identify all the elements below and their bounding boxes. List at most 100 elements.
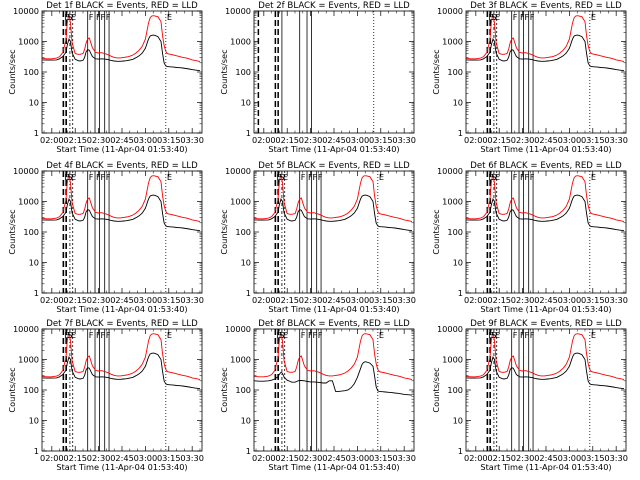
event-marker-label: S [67, 330, 72, 340]
y-tick-label: 1000 [230, 355, 251, 365]
event-marker-label: E [64, 330, 69, 340]
x-axis-label: Start Time (11-Apr-04 01:53:40) [268, 462, 399, 472]
event-marker-label: E [71, 12, 76, 22]
y-tick-label: 10000 [225, 166, 251, 176]
y-axis-label: Counts/sec [219, 49, 229, 94]
panel-title: Det 1f BLACK = Events, RED = LLD [46, 1, 198, 11]
panel-9: Det 9f BLACK = Events, RED = LLD 1 10 100 10… [431, 319, 628, 472]
event-marker-label: S [279, 330, 284, 340]
panel-5: Det 5f BLACK = Events, RED = LLD 1 10 100 10… [219, 161, 416, 314]
y-tick-label: 1000 [18, 355, 39, 365]
y-tick-label: 100 [235, 67, 251, 77]
y-tick-label: 1 [34, 446, 39, 456]
y-tick-label: 1 [34, 288, 39, 298]
y-axis-label: Counts/sec [219, 209, 229, 254]
x-tick-label: 02:30 [87, 453, 111, 463]
x-tick-label: 02:45 [322, 135, 346, 145]
y-tick-label: 10 [453, 98, 463, 108]
y-tick-label: 100 [235, 385, 251, 395]
y-tick-label: 1 [458, 446, 463, 456]
x-axis-label: Start Time (11-Apr-04 01:53:40) [56, 304, 187, 314]
x-tick-label: 03:30 [392, 295, 416, 305]
x-tick-label: 03:00 [558, 135, 582, 145]
x-tick-label: 02:30 [87, 135, 111, 145]
event-marker-label: F [96, 172, 101, 182]
series-line-events [42, 352, 201, 390]
panel-6: Det 6f BLACK = Events, RED = LLD 1 10 100 10… [431, 161, 628, 314]
x-axis-label: Start Time (11-Apr-04 01:53:40) [268, 304, 399, 314]
event-marker-label: F [318, 330, 323, 340]
series-line-events [254, 361, 413, 396]
x-axis-label: Start Time (11-Apr-04 01:53:40) [268, 144, 399, 154]
x-tick-label: 03:15 [581, 453, 605, 463]
y-tick-label: 100 [447, 385, 463, 395]
y-tick-label: 1 [458, 288, 463, 298]
x-tick-label: 03:15 [157, 453, 181, 463]
y-tick-label: 10000 [225, 6, 251, 16]
event-marker-label: E [591, 12, 596, 22]
series-line-lld [42, 331, 201, 381]
x-tick-label: 03:30 [604, 453, 628, 463]
event-marker-label: F [520, 330, 525, 340]
y-tick-label: 1000 [230, 197, 251, 207]
event-marker-label: F [301, 330, 306, 340]
x-tick-label: 02:15 [487, 135, 511, 145]
event-marker-label: E [591, 330, 596, 340]
series-line-events [466, 194, 625, 232]
event-marker-label: F [513, 12, 518, 22]
series-line-lld [254, 331, 413, 381]
x-tick-label: 03:30 [604, 295, 628, 305]
event-marker-label: F [308, 330, 313, 340]
y-tick-label: 10 [241, 258, 251, 268]
event-marker-label: E [71, 172, 76, 182]
event-marker-label: F [89, 172, 94, 182]
x-tick-label: 03:00 [134, 453, 158, 463]
event-marker-label: F [520, 12, 525, 22]
plot-area [257, 11, 375, 133]
event-marker-label: E [64, 172, 69, 182]
y-tick-label: 1000 [442, 197, 463, 207]
y-axis-label: Counts/sec [7, 49, 17, 94]
event-marker-label: S [491, 330, 496, 340]
event-marker-label: E [495, 12, 500, 22]
series-line-lld [466, 331, 625, 381]
event-marker-label: E [276, 172, 281, 182]
y-tick-label: 10000 [437, 324, 463, 334]
y-tick-label: 100 [23, 67, 39, 77]
event-marker-label: F [530, 12, 535, 22]
event-marker-label: F [106, 12, 111, 22]
series-line-lld [466, 173, 625, 223]
y-tick-label: 10000 [13, 166, 39, 176]
x-tick-label: 02:45 [322, 453, 346, 463]
event-marker-label: E [591, 172, 596, 182]
x-tick-label: 03:00 [558, 453, 582, 463]
plot-area [42, 171, 201, 293]
x-axis-label: Start Time (11-Apr-04 01:53:40) [56, 144, 187, 154]
y-tick-label: 100 [447, 227, 463, 237]
y-tick-label: 1 [246, 128, 251, 138]
panel-1: Det 1f BLACK = Events, RED = LLD 1 10 100 10… [7, 1, 204, 154]
x-tick-label: 03:15 [157, 295, 181, 305]
x-tick-label: 03:30 [392, 135, 416, 145]
y-tick-label: 1000 [442, 37, 463, 47]
y-tick-label: 1000 [230, 37, 251, 47]
y-axis-label: Counts/sec [431, 367, 441, 412]
x-tick-label: 02:15 [63, 453, 87, 463]
x-tick-label: 02:30 [511, 135, 535, 145]
y-tick-label: 1000 [18, 197, 39, 207]
y-axis-label: Counts/sec [431, 49, 441, 94]
y-tick-label: 10 [29, 98, 39, 108]
y-tick-label: 1 [458, 128, 463, 138]
x-axis-label: Start Time (11-Apr-04 01:53:40) [480, 304, 611, 314]
y-axis-label: Counts/sec [219, 367, 229, 412]
event-marker-label: E [167, 330, 172, 340]
x-tick-label: 02:00 [40, 453, 64, 463]
plot-area [42, 329, 201, 451]
y-axis-label: Counts/sec [7, 367, 17, 412]
x-axis-label: Start Time (11-Apr-04 01:53:40) [480, 144, 611, 154]
x-tick-label: 02:45 [534, 295, 558, 305]
x-tick-label: 02:30 [299, 135, 323, 145]
panel-title: Det 8f BLACK = Events, RED = LLD [258, 319, 410, 329]
y-tick-label: 10 [453, 416, 463, 426]
x-tick-label: 02:45 [110, 453, 134, 463]
